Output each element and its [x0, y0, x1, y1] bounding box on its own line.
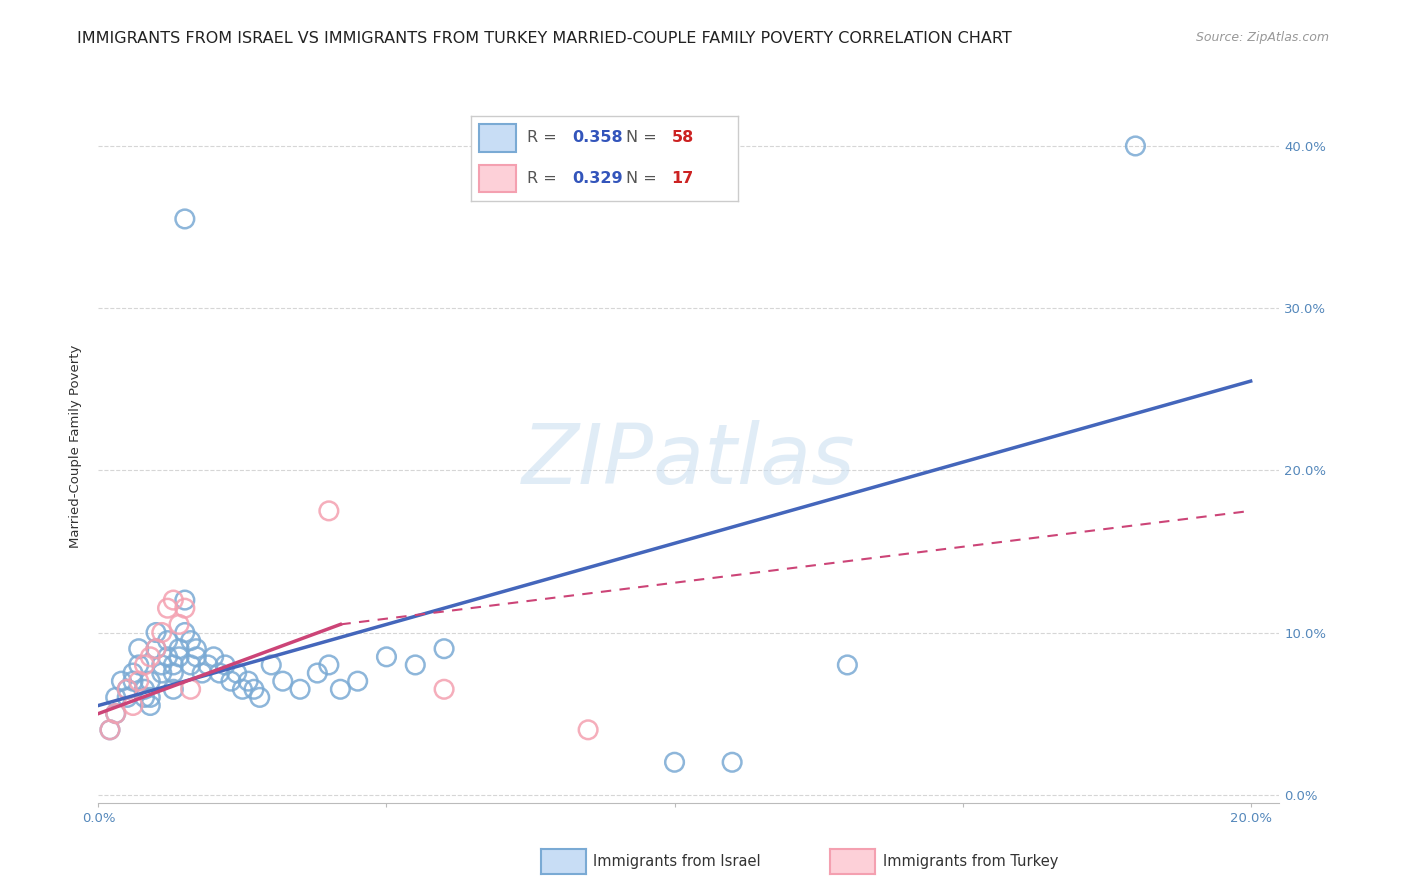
Point [191, 666, 214, 681]
Point [180, 682, 202, 697]
Text: 0.329: 0.329 [572, 171, 623, 186]
Point [173, 211, 195, 226]
Text: N =: N = [626, 171, 662, 186]
Point [173, 593, 195, 607]
Point [122, 666, 145, 681]
Point [238, 674, 260, 689]
Point [104, 706, 127, 721]
Point [156, 633, 179, 648]
Point [104, 706, 127, 721]
Point [721, 756, 744, 770]
Point [162, 593, 184, 607]
Point [134, 657, 156, 672]
Point [249, 690, 271, 705]
Point [186, 649, 208, 664]
Point [139, 674, 162, 689]
Text: R =: R = [527, 130, 562, 145]
Point [1125, 139, 1147, 153]
Point [128, 657, 150, 672]
Point [260, 657, 283, 672]
Point [186, 641, 208, 656]
Point [134, 690, 156, 705]
Point [433, 682, 456, 697]
Point [145, 641, 167, 656]
Point [318, 657, 340, 672]
Text: 58: 58 [672, 130, 693, 145]
Point [134, 682, 156, 697]
Point [167, 641, 190, 656]
Point [98, 723, 121, 737]
Point [202, 649, 225, 664]
Point [219, 674, 242, 689]
Point [128, 674, 150, 689]
Point [167, 649, 190, 664]
Point [664, 756, 686, 770]
Point [318, 504, 340, 518]
Point [231, 682, 253, 697]
Point [115, 682, 138, 697]
Text: R =: R = [527, 171, 562, 186]
Point [115, 690, 138, 705]
Point [288, 682, 311, 697]
Point [104, 690, 127, 705]
Point [433, 641, 456, 656]
Point [167, 617, 190, 632]
Text: 17: 17 [672, 171, 693, 186]
Text: Immigrants from Israel: Immigrants from Israel [593, 855, 761, 869]
Point [162, 666, 184, 681]
Point [98, 723, 121, 737]
Point [404, 657, 426, 672]
Point [214, 657, 236, 672]
Text: IMMIGRANTS FROM ISRAEL VS IMMIGRANTS FROM TURKEY MARRIED-COUPLE FAMILY POVERTY C: IMMIGRANTS FROM ISRAEL VS IMMIGRANTS FRO… [77, 31, 1012, 46]
FancyBboxPatch shape [479, 165, 516, 192]
Point [837, 657, 859, 672]
Point [139, 649, 162, 664]
Point [208, 666, 231, 681]
Point [150, 625, 173, 640]
Point [576, 723, 599, 737]
Point [243, 682, 266, 697]
Text: 0.358: 0.358 [572, 130, 623, 145]
Point [150, 657, 173, 672]
Text: Immigrants from Turkey: Immigrants from Turkey [883, 855, 1059, 869]
Point [307, 666, 329, 681]
Point [180, 633, 202, 648]
Point [375, 649, 398, 664]
Point [329, 682, 352, 697]
Point [145, 641, 167, 656]
Point [139, 690, 162, 705]
Text: ZIPatlas: ZIPatlas [522, 420, 856, 500]
Point [128, 641, 150, 656]
Point [145, 625, 167, 640]
Point [122, 698, 145, 713]
Point [156, 601, 179, 615]
Point [225, 666, 247, 681]
Y-axis label: Married-Couple Family Poverty: Married-Couple Family Poverty [69, 344, 83, 548]
Point [346, 674, 368, 689]
Point [156, 649, 179, 664]
Point [122, 674, 145, 689]
Point [180, 657, 202, 672]
Text: Source: ZipAtlas.com: Source: ZipAtlas.com [1195, 31, 1329, 45]
Point [162, 657, 184, 672]
Point [271, 674, 294, 689]
Point [110, 674, 132, 689]
Point [162, 682, 184, 697]
FancyBboxPatch shape [479, 125, 516, 152]
Point [173, 601, 195, 615]
Point [197, 657, 219, 672]
Point [150, 666, 173, 681]
Text: N =: N = [626, 130, 662, 145]
Point [115, 682, 138, 697]
Point [173, 625, 195, 640]
Point [139, 698, 162, 713]
